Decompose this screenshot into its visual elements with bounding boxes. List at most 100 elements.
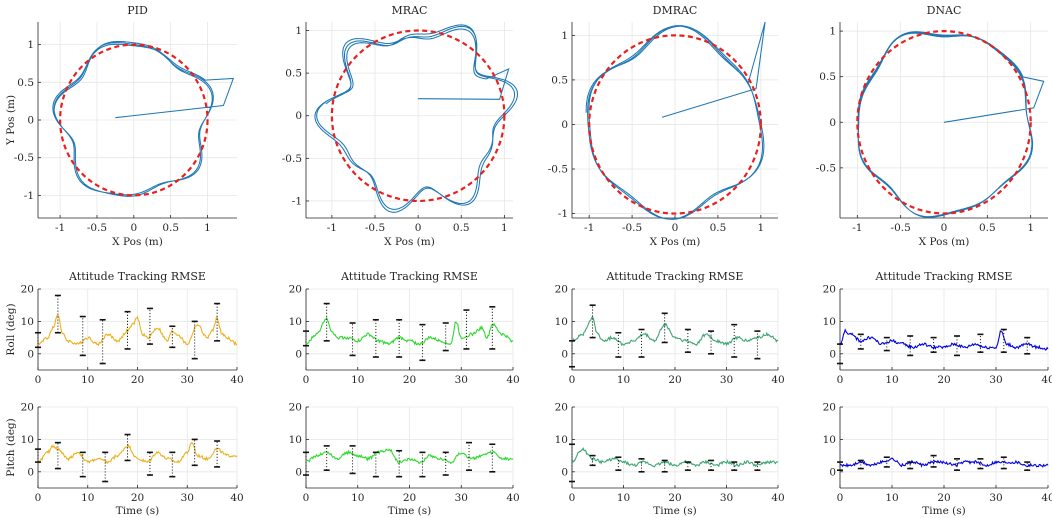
y-tick-label: -0.5 <box>548 164 568 176</box>
y-tick-label: 1 <box>27 39 34 51</box>
y-tick-label: 0 <box>27 115 34 127</box>
y-tick-label: -0.5 <box>14 152 34 164</box>
y-tick-label: -1 <box>292 195 302 207</box>
x-tick-label: 0 <box>672 222 679 234</box>
axes-1 <box>305 22 519 219</box>
x-tick-label: 40 <box>1041 374 1052 386</box>
x-tick-label: 40 <box>230 492 243 504</box>
trajectory-actual-line <box>52 40 235 197</box>
x-tick-label: 20 <box>403 492 416 504</box>
x-tick-label: -0.5 <box>87 222 107 234</box>
x-tick-label: 0 <box>941 222 948 234</box>
y-tick-label: 0 <box>295 348 302 360</box>
x-tick-label: 40 <box>506 374 519 386</box>
y-tick-label: -0.5 <box>282 153 302 165</box>
rmse-line <box>37 441 238 465</box>
y-tick-label: 20 <box>555 284 568 296</box>
x-tick-label: 0 <box>303 492 310 504</box>
x-tick-label: -0.5 <box>891 222 911 234</box>
trajectory-actual-line <box>585 21 766 220</box>
y-tick-label: 0 <box>829 348 836 360</box>
chart-title: MRAC <box>392 4 428 17</box>
y-tick-label: 20 <box>823 402 836 414</box>
y-tick-label: 10 <box>823 316 836 328</box>
x-tick-label: -1 <box>852 222 862 234</box>
y-tick-label: 1 <box>295 25 302 37</box>
trajectory-reference-circle <box>588 34 762 215</box>
y-tick-label: 10 <box>823 434 836 446</box>
x-axis-label: Time (s) <box>116 505 159 517</box>
y-tick-label: 1 <box>561 30 568 42</box>
x-axis-label: X Pos (m) <box>650 236 701 248</box>
y-tick-label: 10 <box>555 434 568 446</box>
x-tick-label: 20 <box>131 374 144 386</box>
y-tick-label: -1 <box>24 190 34 202</box>
chart-title: DNAC <box>927 4 962 17</box>
x-tick-label: 0 <box>130 222 137 234</box>
rmse-line <box>37 314 238 347</box>
axes-5 <box>303 288 514 371</box>
x-tick-label: 40 <box>771 492 784 504</box>
x-tick-label: 1 <box>757 222 764 234</box>
axes-11 <box>837 406 1049 489</box>
x-tick-label: 30 <box>455 374 468 386</box>
axes-0 <box>37 22 237 219</box>
x-tick-label: 20 <box>668 374 681 386</box>
x-tick-label: 20 <box>937 374 950 386</box>
x-tick-label: 30 <box>455 492 468 504</box>
x-tick-label: 30 <box>720 374 733 386</box>
x-tick-label: 0 <box>569 492 576 504</box>
x-tick-label: 10 <box>351 492 364 504</box>
x-tick-label: 0.5 <box>453 222 470 234</box>
x-tick-label: 0 <box>837 492 844 504</box>
x-tick-label: 0 <box>35 374 42 386</box>
x-tick-label: 40 <box>771 374 784 386</box>
x-tick-label: 0 <box>35 492 42 504</box>
trajectory-reference-circle <box>59 43 209 197</box>
chart-title: PID <box>127 4 148 17</box>
y-tick-label: 0 <box>295 466 302 478</box>
y-tick-label: 10 <box>21 316 34 328</box>
x-tick-label: -1 <box>55 222 65 234</box>
y-tick-label: 10 <box>555 316 568 328</box>
chart-title: Attitude Tracking RMSE <box>340 270 478 283</box>
chart-title: Attitude Tracking RMSE <box>875 270 1013 283</box>
y-tick-label: 20 <box>21 402 34 414</box>
x-tick-label: 0 <box>303 374 310 386</box>
y-tick-label: 20 <box>289 402 302 414</box>
x-tick-label: 30 <box>181 492 194 504</box>
x-tick-label: 30 <box>181 374 194 386</box>
x-tick-label: 20 <box>668 492 681 504</box>
x-tick-label: 10 <box>885 492 898 504</box>
chart-title: Attitude Tracking RMSE <box>606 270 744 283</box>
x-tick-label: 10 <box>885 374 898 386</box>
x-axis-label: Time (s) <box>922 505 965 517</box>
x-tick-label: 10 <box>81 492 94 504</box>
trajectory-reference-circle <box>856 30 1032 215</box>
rmse-line <box>571 316 779 347</box>
rmse-line <box>571 446 779 468</box>
x-axis-label: X Pos (m) <box>919 236 970 248</box>
x-tick-label: -1 <box>584 222 594 234</box>
x-tick-label: 20 <box>403 374 416 386</box>
x-tick-label: 1 <box>1027 222 1034 234</box>
y-tick-label: 10 <box>21 434 34 446</box>
y-tick-label: 10 <box>289 316 302 328</box>
rmse-line <box>305 316 514 346</box>
y-axis-label: Y Pos (m) <box>5 95 17 146</box>
y-tick-label: 1 <box>829 26 836 38</box>
axes-2 <box>571 21 778 220</box>
x-axis-label: X Pos (m) <box>112 236 163 248</box>
x-tick-label: 10 <box>81 374 94 386</box>
x-tick-label: 10 <box>617 492 630 504</box>
x-tick-label: 30 <box>989 374 1002 386</box>
x-tick-label: 0.5 <box>710 222 727 234</box>
axes-8 <box>35 406 238 489</box>
x-tick-label: 10 <box>351 374 364 386</box>
x-tick-label: -0.5 <box>622 222 642 234</box>
y-tick-label: 0.5 <box>17 77 34 89</box>
chart-title: Attitude Tracking RMSE <box>68 270 206 283</box>
y-tick-label: 0 <box>295 110 302 122</box>
y-tick-label: 0 <box>27 466 34 478</box>
